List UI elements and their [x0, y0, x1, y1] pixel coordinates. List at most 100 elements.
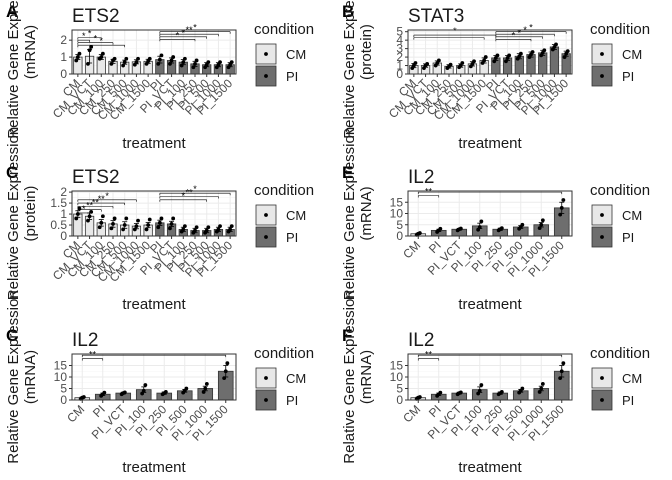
data-point [184, 386, 189, 391]
data-point [540, 382, 545, 386]
data-point [477, 388, 482, 393]
chart-title: ETS2 [72, 167, 120, 188]
data-point [479, 383, 484, 387]
sig-label: * [453, 26, 457, 36]
data-point [229, 224, 234, 229]
data-point [206, 60, 211, 65]
data-point [100, 214, 105, 219]
y-tick-label: 5 [396, 382, 403, 396]
data-point [179, 63, 184, 68]
legend-label-CM: CM [286, 208, 306, 223]
legend-title: condition [254, 182, 314, 199]
data-point [448, 62, 453, 67]
x-axis-title: treatment [122, 296, 186, 313]
chart-title: IL2 [72, 330, 98, 351]
y-axis-title: Relative Gene Expression [341, 0, 358, 139]
sig-label: * [529, 23, 533, 33]
sig-label: * [176, 30, 180, 40]
data-point [558, 376, 563, 381]
data-point [191, 65, 196, 70]
y-axis-title: Relative Gene Expression [341, 127, 358, 300]
data-point [168, 226, 172, 231]
data-point [124, 56, 129, 61]
sig-label: ** [92, 197, 100, 207]
data-point [169, 222, 174, 226]
sig-label: ** [98, 194, 106, 204]
legend-key-point [600, 398, 604, 402]
data-point [86, 61, 90, 66]
data-point [86, 218, 90, 223]
legend-label-PI: PI [622, 69, 634, 84]
plot-border [407, 29, 573, 75]
legend-label-CM: CM [622, 371, 642, 386]
data-point [472, 59, 476, 64]
legend-key-point [600, 235, 604, 239]
plot-area [408, 30, 572, 74]
legend-label-PI: PI [286, 393, 298, 408]
data-point [458, 226, 463, 231]
data-point [483, 55, 488, 59]
data-point [218, 224, 222, 229]
y-tick-label: 10 [390, 370, 404, 384]
data-point [146, 223, 151, 227]
data-point [228, 227, 233, 232]
legend-key-point [600, 376, 604, 380]
x-tick-label: CM [400, 402, 423, 425]
data-point [482, 58, 487, 63]
data-point [163, 390, 168, 394]
data-point [518, 51, 523, 56]
legend-title: condition [254, 345, 314, 362]
sig-label: * [94, 34, 98, 44]
chart-title: ETS2 [72, 6, 120, 27]
data-point [413, 61, 418, 65]
y-axis-title: (mRNA) [22, 25, 39, 79]
data-point [89, 45, 94, 49]
legend-label-PI: PI [286, 230, 298, 245]
data-point [171, 55, 176, 59]
data-point [554, 42, 558, 47]
data-point [156, 61, 161, 66]
data-point [203, 386, 208, 391]
data-point [134, 60, 139, 65]
legend-label-CM: CM [286, 47, 306, 62]
data-point [417, 231, 422, 235]
data-point [99, 55, 104, 59]
data-point [539, 222, 544, 227]
data-point [201, 390, 206, 394]
data-point [75, 55, 80, 59]
data-point [477, 225, 482, 229]
legend-label-CM: CM [622, 208, 642, 223]
data-point [476, 391, 481, 396]
y-axis-title: (mRNA) [358, 350, 375, 404]
data-point [181, 60, 186, 65]
y-axis-title: (mRNA) [22, 350, 39, 404]
data-point [530, 50, 535, 54]
data-point [124, 216, 129, 221]
data-point [109, 61, 114, 66]
x-axis-title: treatment [122, 135, 186, 152]
sig-label: ** [89, 350, 97, 360]
y-tick-label: 2 [60, 185, 67, 199]
sig-label: * [193, 184, 197, 194]
data-point [111, 222, 115, 226]
y-tick-label: 1.5 [50, 196, 67, 210]
legend-key-point [600, 74, 604, 78]
x-axis-title: treatment [458, 459, 522, 476]
data-point [74, 216, 79, 221]
data-point [99, 220, 104, 225]
data-point [194, 225, 199, 230]
data-point [559, 369, 564, 374]
chart-title: IL2 [408, 330, 434, 351]
data-point [561, 361, 566, 366]
data-point [225, 361, 230, 366]
data-point [458, 390, 463, 395]
y-axis-title: Relative Gene Expression [341, 290, 358, 463]
legend-key-point [600, 52, 604, 56]
data-point [537, 226, 542, 231]
data-point [168, 61, 172, 66]
sig-label: * [518, 28, 522, 38]
data-point [121, 227, 126, 232]
data-point [562, 55, 567, 59]
data-point [417, 395, 422, 399]
